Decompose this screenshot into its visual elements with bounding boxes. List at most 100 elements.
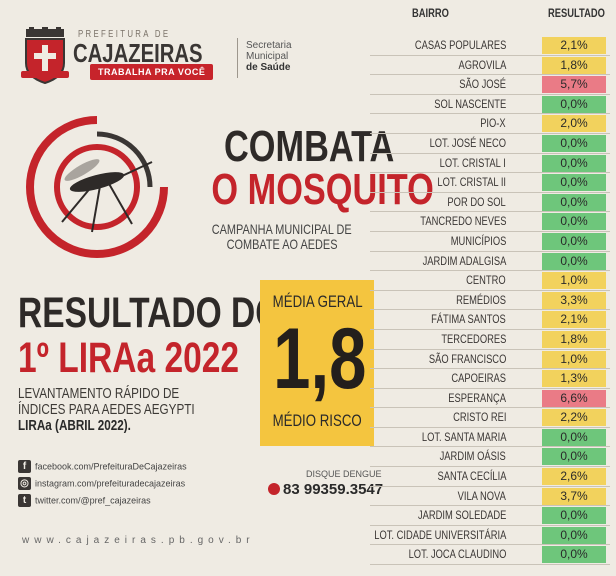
slogan-badge: TRABALHA PRA VOCÊ <box>90 64 214 80</box>
website-url[interactable]: www.cajazeiras.pb.gov.br <box>22 535 255 546</box>
hotline-phone[interactable]: 83 99359.3547 <box>268 481 383 498</box>
table-row: VILA NOVA 3,7% <box>370 487 610 507</box>
bairro-name: JARDIM OÁSIS <box>439 449 506 464</box>
bairro-name: FÁTIMA SANTOS <box>431 312 506 327</box>
table-row: JARDIM OÁSIS 0,0% <box>370 447 610 468</box>
bairro-name: VILA NOVA <box>457 488 506 503</box>
table-row: LOT. JOSÉ NECO 0,0% <box>370 134 610 154</box>
bairro-name: SANTA CECÍLIA <box>436 469 506 484</box>
twitter-icon: t <box>18 494 31 507</box>
column-header-resultado: RESULTADO <box>548 6 605 20</box>
result-value: 0,0% <box>542 526 606 544</box>
bairro-name: TERCEDORES <box>440 331 506 346</box>
results-table: CASAS POPULARES 2,1% AGROVILA 1,8% SÃO JOSÉ 5… <box>370 36 610 566</box>
bairro-name: LOT. CRISTAL II <box>437 175 506 190</box>
result-value: 2,1% <box>542 37 606 54</box>
table-row: MUNICÍPIOS 0,0% <box>370 232 610 252</box>
header-divider <box>237 38 238 78</box>
table-row: SANTA CECÍLIA 2,6% <box>370 467 610 487</box>
table-row: LOT. CRISTAL II 0,0% <box>370 173 610 193</box>
campaign-subtitle: CAMPANHA MUNICIPAL DE COMBATE AO AEDES <box>212 221 352 252</box>
table-row: SOL NASCENTE 0,0% <box>370 95 610 115</box>
result-value: 0,0% <box>542 232 606 250</box>
column-header-bairro: BAIRRO <box>412 6 449 20</box>
result-value: 0,0% <box>542 193 606 211</box>
facebook-link[interactable]: f facebook.com/PrefeituraDeCajazeiras <box>18 460 187 473</box>
result-value: 0,0% <box>542 174 606 192</box>
table-row: PIO-X 2,0% <box>370 114 610 134</box>
campaign-headline: COMBATA <box>224 122 395 171</box>
mosquito-target-emblem <box>26 116 168 258</box>
result-title: RESULTADO DO <box>18 289 282 337</box>
result-value: 2,1% <box>542 311 606 329</box>
result-value: 1,0% <box>542 272 606 290</box>
whatsapp-icon <box>268 483 280 495</box>
result-value: 2,0% <box>542 115 606 133</box>
result-value: 1,8% <box>542 330 606 348</box>
result-subtitle: 1º LIRAa 2022 <box>18 334 240 382</box>
prefeitura-label: PREFEITURA DE <box>78 29 171 40</box>
table-row: CAPOEIRAS 1,3% <box>370 369 610 389</box>
bairro-name: LOT. JOCA CLAUDINO <box>408 547 506 562</box>
result-value: 5,7% <box>542 76 606 94</box>
result-value: 3,7% <box>542 487 606 505</box>
campaign-headline-accent: O MOSQUITO <box>211 165 434 214</box>
table-row: ESPERANÇA 6,6% <box>370 389 610 409</box>
result-value: 0,0% <box>542 546 606 564</box>
bairro-name: PIO-X <box>480 116 506 131</box>
bairro-name: LOT. CIDADE UNIVERSITÁRIA <box>373 527 506 542</box>
bairro-name: LOT. JOSÉ NECO <box>429 135 506 150</box>
result-value: 1,3% <box>542 370 606 388</box>
bairro-name: CAPOEIRAS <box>451 371 506 386</box>
table-row: POR DO SOL 0,0% <box>370 193 610 213</box>
bairro-name: CRISTO REI <box>452 410 506 425</box>
result-value: 3,3% <box>542 291 606 309</box>
result-value: 0,0% <box>542 448 606 466</box>
bairro-name: REMÉDIOS <box>456 292 506 307</box>
result-value: 2,6% <box>542 468 606 486</box>
result-value: 0,0% <box>542 507 606 525</box>
result-value: 1,0% <box>542 350 606 368</box>
average-value: 1,8 <box>273 311 367 407</box>
table-row: JARDIM ADALGISA 0,0% <box>370 252 610 272</box>
bairro-name: SÃO JOSÉ <box>459 77 506 92</box>
result-value: 0,0% <box>542 428 606 446</box>
result-value: 0,0% <box>542 154 606 172</box>
average-label: MÉDIA GERAL <box>272 292 363 311</box>
table-row: SÃO JOSÉ 5,7% <box>370 75 610 95</box>
table-row: CRISTO REI 2,2% <box>370 408 610 428</box>
instagram-link[interactable]: ◎ instagram.com/prefeituradecajazeiras <box>18 477 185 490</box>
result-value: 0,0% <box>542 213 606 231</box>
risk-label: MÉDIO RISCO <box>272 411 362 430</box>
table-row: LOT. CRISTAL I 0,0% <box>370 154 610 174</box>
average-result-box: MÉDIA GERAL 1,8 MÉDIO RISCO <box>260 280 374 446</box>
bairro-name: POR DO SOL <box>447 194 506 209</box>
bairro-name: TANCREDO NEVES <box>419 214 506 229</box>
result-value: 0,0% <box>542 95 606 113</box>
table-row: FÁTIMA SANTOS 2,1% <box>370 310 610 330</box>
bairro-name: ESPERANÇA <box>448 390 506 405</box>
bairro-name: CENTRO <box>466 273 506 288</box>
table-row: SÃO FRANCISCO 1,0% <box>370 350 610 370</box>
result-value: 0,0% <box>542 134 606 152</box>
facebook-icon: f <box>18 460 31 473</box>
table-row: JARDIM SOLEDADE 0,0% <box>370 506 610 526</box>
table-row: TERCEDORES 1,8% <box>370 330 610 350</box>
twitter-link[interactable]: t twitter.com/@pref_cajazeiras <box>18 494 151 507</box>
table-row: CASAS POPULARES 2,1% <box>370 36 610 56</box>
table-row: LOT. CIDADE UNIVERSITÁRIA 0,0% <box>370 526 610 546</box>
table-row: REMÉDIOS 3,3% <box>370 291 610 311</box>
table-row: AGROVILA 1,8% <box>370 56 610 76</box>
bairro-name: JARDIM ADALGISA <box>422 253 506 268</box>
bairro-name: JARDIM SOLEDADE <box>417 508 506 523</box>
instagram-icon: ◎ <box>18 477 31 490</box>
table-row: LOT. SANTA MARIA 0,0% <box>370 428 610 448</box>
result-value: 6,6% <box>542 389 606 407</box>
result-value: 0,0% <box>542 252 606 270</box>
hotline-label: DISQUE DENGUE <box>306 469 382 479</box>
bairro-name: LOT. CRISTAL I <box>439 155 506 170</box>
city-name: CAJAZEIRAS <box>73 38 203 68</box>
result-description: LEVANTAMENTO RÁPIDO DE ÍNDICES PARA AEDE… <box>18 385 195 434</box>
bairro-name: AGROVILA <box>458 57 506 72</box>
table-row: CENTRO 1,0% <box>370 271 610 291</box>
